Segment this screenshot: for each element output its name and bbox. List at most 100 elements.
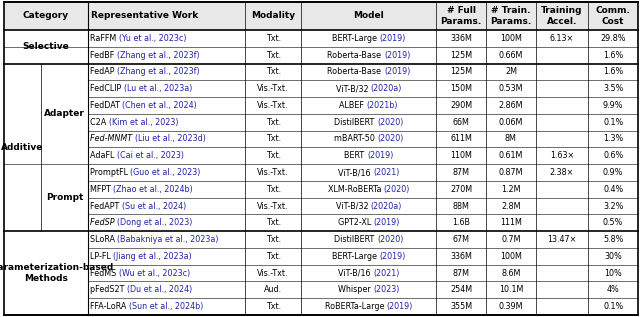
Text: 2.38×: 2.38×: [550, 168, 574, 177]
Text: Model: Model: [353, 11, 384, 21]
Text: DistilBERT: DistilBERT: [334, 235, 377, 244]
Text: BERT-Large: BERT-Large: [332, 34, 380, 43]
Text: Comm.
Cost: Comm. Cost: [596, 6, 630, 26]
Text: 100M: 100M: [500, 34, 522, 43]
Text: (Wu et al., 2023c): (Wu et al., 2023c): [119, 268, 190, 278]
Text: 0.87M: 0.87M: [499, 168, 523, 177]
Text: Txt.: Txt.: [266, 252, 281, 261]
Text: 0.4%: 0.4%: [603, 185, 623, 194]
Text: 9.9%: 9.9%: [603, 101, 623, 110]
Text: (2020): (2020): [377, 235, 403, 244]
Text: 290M: 290M: [450, 101, 472, 110]
Text: 0.1%: 0.1%: [603, 302, 623, 311]
Text: (Kim et al., 2023): (Kim et al., 2023): [109, 118, 179, 127]
Text: Txt.: Txt.: [266, 218, 281, 227]
Text: Prompt: Prompt: [46, 193, 83, 202]
Text: (2019): (2019): [380, 34, 406, 43]
Text: (2019): (2019): [367, 151, 394, 160]
Text: (2020a): (2020a): [371, 202, 402, 210]
Text: GPT2-XL: GPT2-XL: [338, 218, 374, 227]
Text: # Full
Params.: # Full Params.: [440, 6, 482, 26]
Text: (Zhang et al., 2023f): (Zhang et al., 2023f): [116, 51, 200, 60]
Text: (2019): (2019): [374, 218, 400, 227]
Text: 336M: 336M: [451, 34, 472, 43]
Text: (Lu et al., 2023a): (Lu et al., 2023a): [124, 84, 192, 93]
Text: 355M: 355M: [450, 302, 472, 311]
Text: Whisper: Whisper: [338, 285, 373, 294]
Text: (2019): (2019): [380, 252, 406, 261]
Text: 125M: 125M: [450, 68, 472, 76]
Text: MFPT: MFPT: [90, 185, 113, 194]
Text: Training
Accel.: Training Accel.: [541, 6, 583, 26]
Text: Vis.-Txt.: Vis.-Txt.: [257, 202, 289, 210]
Text: (Liu et al., 2023d): (Liu et al., 2023d): [134, 134, 205, 144]
Text: SLoRA: SLoRA: [90, 235, 118, 244]
Text: 10.1M: 10.1M: [499, 285, 523, 294]
Text: ViT-B/16: ViT-B/16: [338, 168, 373, 177]
Text: Txt.: Txt.: [266, 185, 281, 194]
Text: FedCLIP: FedCLIP: [90, 84, 124, 93]
Text: 8.6M: 8.6M: [501, 268, 520, 278]
Text: (2023): (2023): [373, 285, 399, 294]
Text: 8M: 8M: [505, 134, 517, 144]
Text: 87M: 87M: [452, 268, 470, 278]
Text: AdaFL: AdaFL: [90, 151, 117, 160]
Text: 2.86M: 2.86M: [499, 101, 523, 110]
Text: FedSP: FedSP: [90, 218, 117, 227]
Text: Category: Category: [23, 11, 69, 21]
Text: mBART-50: mBART-50: [334, 134, 378, 144]
Text: FedAPT: FedAPT: [90, 202, 122, 210]
Text: RoBERTa-Large: RoBERTa-Large: [324, 302, 387, 311]
Text: 611M: 611M: [451, 134, 472, 144]
Text: 1.6%: 1.6%: [603, 68, 623, 76]
Text: Txt.: Txt.: [266, 235, 281, 244]
Text: 0.6%: 0.6%: [603, 151, 623, 160]
Text: Txt.: Txt.: [266, 302, 281, 311]
Text: (Sun et al., 2024b): (Sun et al., 2024b): [129, 302, 204, 311]
Text: 0.5%: 0.5%: [603, 218, 623, 227]
Text: Txt.: Txt.: [266, 68, 281, 76]
Text: 10%: 10%: [604, 268, 622, 278]
Text: FedDAT: FedDAT: [90, 101, 122, 110]
Text: (Su et al., 2024): (Su et al., 2024): [122, 202, 186, 210]
Text: 1.63×: 1.63×: [550, 151, 574, 160]
Text: 1.6B: 1.6B: [452, 218, 470, 227]
Text: BERT-Large: BERT-Large: [332, 252, 380, 261]
Text: 0.1%: 0.1%: [603, 118, 623, 127]
Text: (Yu et al., 2023c): (Yu et al., 2023c): [119, 34, 186, 43]
Text: ViT-B/32: ViT-B/32: [335, 202, 371, 210]
Text: (2021): (2021): [373, 168, 399, 177]
Text: (Zhang et al., 2023f): (Zhang et al., 2023f): [117, 68, 200, 76]
Text: (Zhao et al., 2024b): (Zhao et al., 2024b): [113, 185, 193, 194]
Text: 150M: 150M: [450, 84, 472, 93]
Text: 0.39M: 0.39M: [499, 302, 523, 311]
Text: 4%: 4%: [607, 285, 620, 294]
Text: FedBF: FedBF: [90, 51, 116, 60]
Text: 110M: 110M: [451, 151, 472, 160]
Text: # Train.
Params.: # Train. Params.: [490, 6, 532, 26]
Bar: [4, 2, 638, 30]
Text: ALBEF: ALBEF: [339, 101, 367, 110]
Text: 13.47×: 13.47×: [547, 235, 577, 244]
Text: (Babakniya et al., 2023a): (Babakniya et al., 2023a): [118, 235, 219, 244]
Text: 1.3%: 1.3%: [603, 134, 623, 144]
Text: ViT-B/32: ViT-B/32: [335, 84, 371, 93]
Text: 0.06M: 0.06M: [499, 118, 523, 127]
Text: Txt.: Txt.: [266, 51, 281, 60]
Text: 270M: 270M: [450, 185, 472, 194]
Text: (2021): (2021): [373, 268, 399, 278]
Text: (Dong et al., 2023): (Dong et al., 2023): [117, 218, 193, 227]
Text: C2A: C2A: [90, 118, 109, 127]
Text: Vis.-Txt.: Vis.-Txt.: [257, 101, 289, 110]
Text: ViT-B/16: ViT-B/16: [338, 268, 373, 278]
Text: 0.53M: 0.53M: [499, 84, 523, 93]
Text: Aud.: Aud.: [264, 285, 282, 294]
Text: 87M: 87M: [452, 168, 470, 177]
Text: Roberta-Base: Roberta-Base: [328, 51, 384, 60]
Text: pFedS2T: pFedS2T: [90, 285, 127, 294]
Text: 336M: 336M: [451, 252, 472, 261]
Text: (2019): (2019): [384, 68, 410, 76]
Text: Txt.: Txt.: [266, 118, 281, 127]
Text: 67M: 67M: [452, 235, 470, 244]
Text: 125M: 125M: [450, 51, 472, 60]
